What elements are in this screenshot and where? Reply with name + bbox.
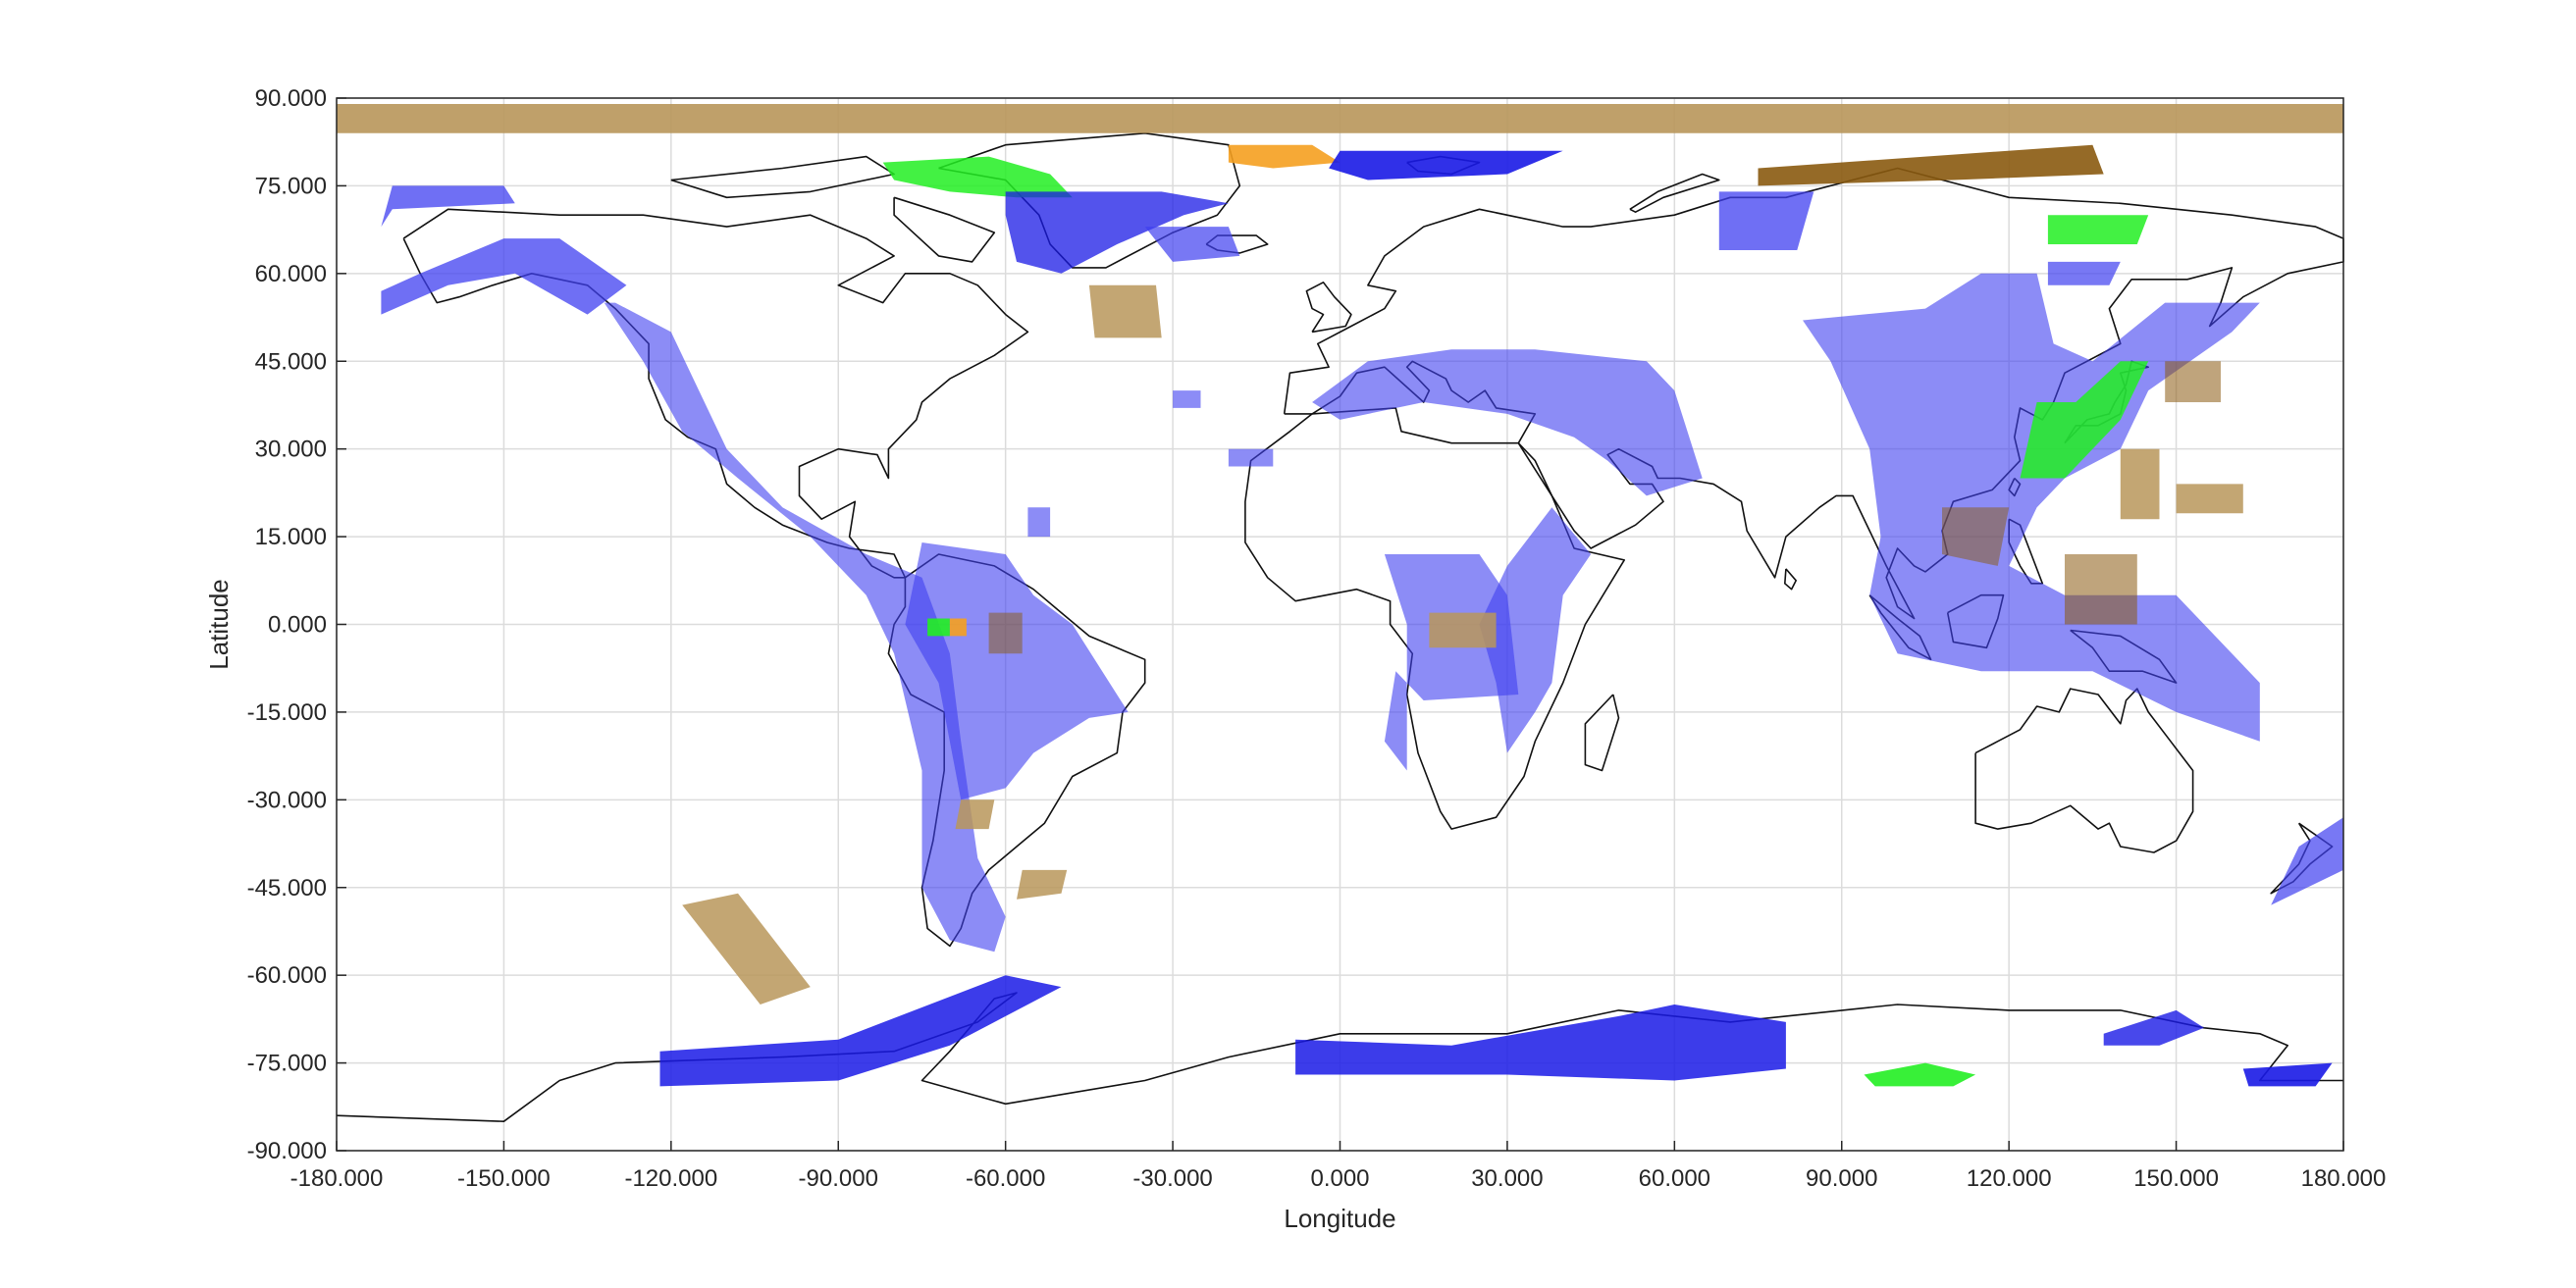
coastline-africa (1244, 407, 1625, 830)
y-tick-label: 30.000 (255, 437, 327, 463)
footprint-pacific-tan-2 (2120, 448, 2160, 520)
coastline-madagascar (1584, 694, 1620, 772)
footprint-marianas-tan (2176, 484, 2243, 514)
footprint-west-africa (1228, 448, 1274, 467)
footprint-japan-east-brown (2165, 361, 2221, 402)
footprint-siberia-brown (1758, 144, 2104, 186)
footprint-laptev-green (2047, 215, 2149, 244)
x-tick-label: 180.000 (2301, 1165, 2387, 1192)
footprint-patagonia-brown (955, 799, 995, 830)
footprint-asia-pacific (1803, 273, 2260, 742)
footprint-central-africa (1384, 554, 1519, 771)
coastline-novaya-zemlya (1629, 173, 1720, 213)
x-tick-label: 60.000 (1639, 1165, 1710, 1192)
x-tick-label: 90.000 (1806, 1165, 1877, 1192)
footprint-greenland-blue (1005, 191, 1229, 274)
footprint-alaska-bar (381, 185, 515, 228)
footprint-new-zealand (2271, 817, 2343, 905)
coastline-arctic-islands (670, 155, 895, 199)
footprint-midatlantic (1173, 390, 1201, 408)
footprint-amazon-brown (988, 612, 1023, 654)
footprint-europe-mideast (1312, 349, 1703, 496)
footprint-pacific-tan (682, 893, 811, 1005)
y-tick-label: 0.000 (268, 612, 327, 639)
footprint-caribbean-islands (1027, 507, 1051, 538)
x-tick-label: 0.000 (1310, 1165, 1369, 1192)
x-tick-label: -60.000 (966, 1165, 1045, 1192)
footprint-japan-green (2020, 361, 2149, 479)
footprint-amazon-block (905, 542, 1129, 800)
y-tick-label: -45.000 (247, 875, 327, 902)
footprint-congo-tan (1429, 612, 1497, 648)
y-tick-label: 15.000 (255, 524, 327, 550)
footprint-east-antarctica (1295, 1005, 1786, 1081)
x-tick-label: -180.000 (290, 1165, 384, 1192)
footprint-philippines-brown (1942, 507, 2010, 566)
footprint-amazon-lake-2 (949, 618, 967, 637)
footprint-west-antarctica (659, 975, 1062, 1087)
y-tick-label: -60.000 (247, 962, 327, 989)
y-tick-label: 75.000 (255, 173, 327, 199)
y-axis-title: Latitude (204, 579, 234, 670)
coastline-britain (1305, 281, 1352, 334)
coastline-baffin (893, 196, 996, 263)
y-tick-label: -15.000 (247, 699, 327, 726)
y-tick-label: -75.000 (247, 1051, 327, 1077)
footprint-yamal-blue (1718, 191, 1814, 250)
footprint-greenland-green (882, 156, 1073, 198)
x-tick-label: 150.000 (2133, 1165, 2219, 1192)
footprint-patagonia-brown-2 (1017, 869, 1068, 900)
footprint-arctic-tracks (337, 104, 2343, 133)
x-axis-title: Longitude (1284, 1204, 1395, 1233)
x-tick-label: -30.000 (1132, 1165, 1212, 1192)
footprint-amazon-lake (927, 618, 950, 637)
footprint-antarctica-green (1864, 1062, 1976, 1087)
footprint-greenland-east (1144, 227, 1240, 262)
x-tick-label: 30.000 (1471, 1165, 1543, 1192)
footprint-alaska-coast (381, 238, 627, 315)
footprint-layer (337, 104, 2343, 1087)
axis-ticks: -180.000 -150.000 -120.000 -90.000 -60.000 -3… (247, 85, 2387, 1192)
y-tick-label: -90.000 (247, 1138, 327, 1164)
coastline-australia (1974, 688, 2194, 853)
footprint-ross-blue-2 (2242, 1062, 2333, 1087)
x-tick-label: -90.000 (799, 1165, 878, 1192)
coastline-sri-lanka (1784, 568, 1797, 591)
footprint-svalbard-blue (1329, 150, 1563, 180)
x-tick-label: -120.000 (624, 1165, 717, 1192)
y-tick-label: 90.000 (255, 85, 327, 112)
y-tick-label: -30.000 (247, 787, 327, 813)
footprint-atlantic-tan (1088, 284, 1162, 338)
x-tick-label: -150.000 (457, 1165, 551, 1192)
x-tick-label: 120.000 (1967, 1165, 2052, 1192)
footprint-iceland-orange (1228, 144, 1341, 169)
footprint-ross-blue (2103, 1009, 2204, 1046)
y-tick-label: 60.000 (255, 261, 327, 287)
footprint-pacific-brown (2065, 554, 2137, 625)
y-tick-label: 45.000 (255, 348, 327, 375)
footprint-okhotsk-blue (2047, 261, 2121, 285)
